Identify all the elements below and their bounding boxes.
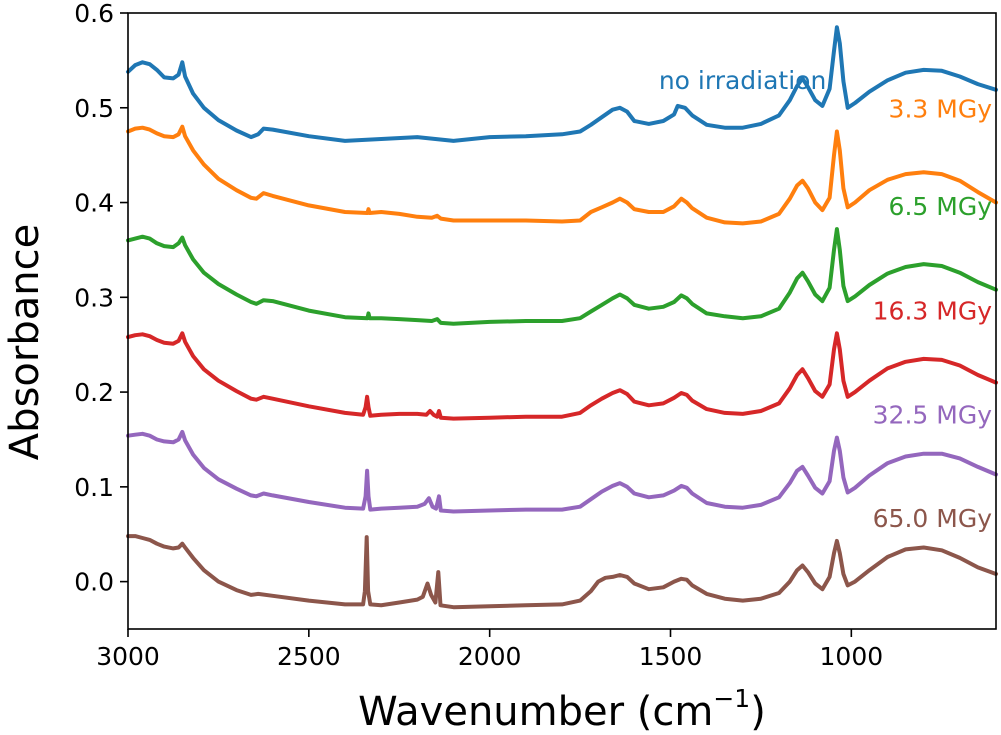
series-label: 32.5 MGy xyxy=(873,401,993,430)
y-axis-label: Absorbance xyxy=(2,224,48,460)
x-tick-label: 1000 xyxy=(820,642,884,671)
y-tick-label: 0.1 xyxy=(74,473,114,502)
x-axis-label-exponent: −1 xyxy=(713,684,750,713)
x-axis-label-text: Wavenumber (cm xyxy=(358,689,713,735)
axis-ticks: 3000 2500 2000 1500 1000 0.0 0.1 0.2 0.3 0.4 0.5 0.… xyxy=(74,0,883,671)
series-label: 65.0 MGy xyxy=(873,504,993,533)
series-layer xyxy=(126,25,998,610)
y-tick-label: 0.5 xyxy=(74,94,114,123)
series-label: 6.5 MGy xyxy=(889,192,993,221)
series-line xyxy=(126,534,998,610)
x-tick-label: 2000 xyxy=(458,642,522,671)
series-label: no irradiation xyxy=(659,66,827,95)
y-tick-label: 0.6 xyxy=(74,0,114,28)
x-tick-label: 2500 xyxy=(277,642,341,671)
series-label: 16.3 MGy xyxy=(873,296,993,325)
series-line xyxy=(126,124,998,226)
series-line xyxy=(126,25,998,143)
y-tick-label: 0.3 xyxy=(74,283,114,312)
x-tick-label: 3000 xyxy=(96,642,160,671)
series-label-layer: no irradiation 3.3 MGy 6.5 MGy 16.3 MGy 32.5… xyxy=(659,66,992,533)
y-tick-label: 0.0 xyxy=(74,568,114,597)
series-line xyxy=(126,429,998,514)
series-line xyxy=(126,227,998,326)
plot-area-frame xyxy=(127,12,997,630)
series-line xyxy=(126,331,998,421)
y-tick-label: 0.4 xyxy=(74,189,114,218)
x-axis-label-close: ) xyxy=(750,689,766,735)
x-axis-label: Wavenumber (cm−1) xyxy=(358,684,766,735)
y-tick-label: 0.2 xyxy=(74,378,114,407)
x-tick-label: 1500 xyxy=(639,642,703,671)
series-label: 3.3 MGy xyxy=(889,94,993,123)
